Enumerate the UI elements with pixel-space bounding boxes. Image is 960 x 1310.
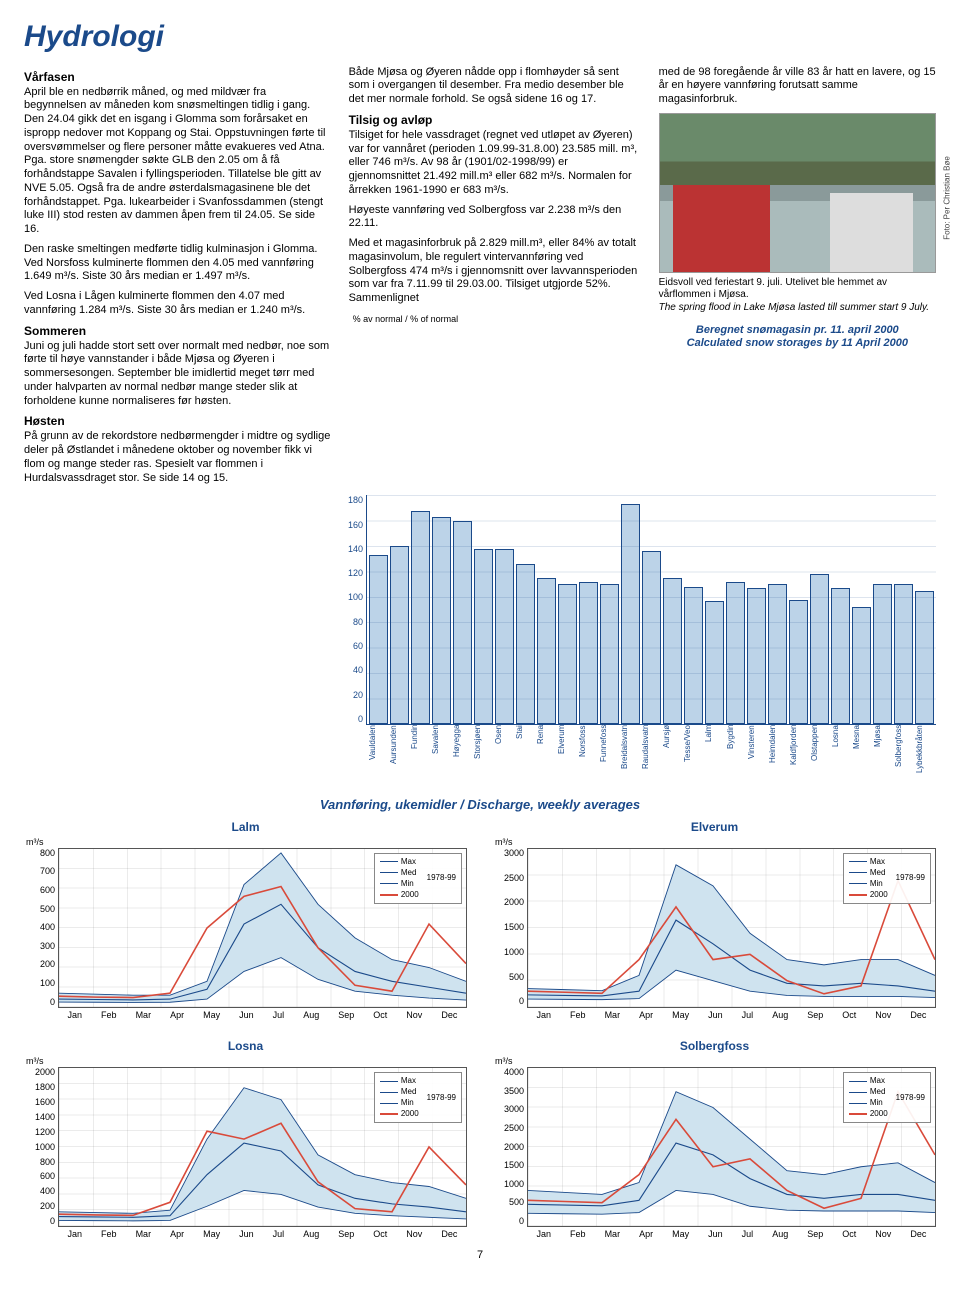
bar-Lalm xyxy=(705,601,724,724)
caption-no: Eidsvoll ved feriestart 9. juli. Utelive… xyxy=(659,277,887,301)
bar-Osen xyxy=(495,549,514,725)
barchart-ylabel: % av normal / % of normal xyxy=(353,314,641,325)
linechart-Lalm: Lalmm³/s8007006005004003002001000MaxMedM… xyxy=(24,820,467,1022)
bar-Tesse/Veo xyxy=(684,587,703,724)
col1-p4: Juni og juli hadde stort sett over norma… xyxy=(24,340,331,409)
col2: Både Mjøsa og Øyeren nådde opp i flomhøy… xyxy=(349,66,641,492)
caption-en: The spring flood in Lake Mjøsa lasted ti… xyxy=(659,302,929,313)
linecharts: Lalmm³/s8007006005004003002001000MaxMedM… xyxy=(24,820,936,1241)
col2-p3: Høyeste vannføring ved Solbergfoss var 2… xyxy=(349,204,641,232)
text-columns: Vårfasen April ble en nedbørrik måned, o… xyxy=(24,66,936,492)
bar-Breidalsvatn xyxy=(621,504,640,724)
photo-credit: Foto: Per Christian Bøe xyxy=(943,156,953,240)
barchart-yaxis: 180160140120100806040200 xyxy=(338,495,366,725)
col1: Vårfasen April ble en nedbørrik måned, o… xyxy=(24,66,331,492)
bar-Bygdin xyxy=(726,582,745,724)
barchart-title: Beregnet snømagasin pr. 11. april 2000 C… xyxy=(659,324,936,350)
bar-Funnefoss xyxy=(600,584,619,724)
bar-Norsfoss xyxy=(579,582,598,724)
bar-Mjøsa xyxy=(873,584,892,724)
bar-Rena xyxy=(537,578,556,724)
bar-Høyegga xyxy=(453,521,472,725)
bar-Mesna xyxy=(852,607,871,724)
bar-Aursjø xyxy=(663,578,682,724)
bar-Fundin xyxy=(411,511,430,725)
discharge-title: Vannføring, ukemidler / Discharge, weekl… xyxy=(24,797,936,813)
col3-p1: med de 98 foregående år ville 83 år hatt… xyxy=(659,66,936,107)
col2-p4: Med et magasinforbruk på 2.829 mill.m³, … xyxy=(349,237,641,306)
bar-Raudalsvatn xyxy=(642,551,661,724)
col1-p2: Den raske smeltingen medførte tidlig kul… xyxy=(24,243,331,284)
col1-h2: Sommeren xyxy=(24,324,331,339)
page-number: 7 xyxy=(24,1249,936,1263)
barchart-xlabels: VauldalenAursundenFundinSavalenHøyeggaSt… xyxy=(366,725,936,783)
bar-Savalen xyxy=(432,517,451,724)
col1-p1: April ble en nedbørrik måned, og med mil… xyxy=(24,86,331,237)
bar-Losna xyxy=(831,588,850,724)
linechart-Elverum: Elverumm³/s300025002000150010005000MaxMe… xyxy=(493,820,936,1022)
col2-p1: Både Mjøsa og Øyeren nådde opp i flomhøy… xyxy=(349,66,641,107)
col1-p3: Ved Losna i Lågen kulminerte flommen den… xyxy=(24,290,331,318)
bar-Vinsteren xyxy=(747,588,766,724)
snow-barchart: % av normal / % of normal xyxy=(349,314,641,325)
bar-Olstappen xyxy=(810,574,829,724)
linechart-Losna: Losnam³/s2000180016001400120010008006004… xyxy=(24,1039,467,1241)
bar-Vauldalen xyxy=(369,555,388,724)
col1-h1: Vårfasen xyxy=(24,70,331,85)
bar-Lybekkbråten xyxy=(915,591,934,725)
bar-Kaldfjorden xyxy=(789,600,808,725)
col2-p2: Tilsiget for hele vassdraget (regnet ved… xyxy=(349,129,641,198)
bar-Aursunden xyxy=(390,546,409,724)
bar-Solbergfoss xyxy=(894,584,913,724)
page-title: Hydrologi xyxy=(24,18,936,56)
photo-eidsvoll xyxy=(659,113,936,273)
barchart-plot: 180160140120100806040200 xyxy=(338,495,936,725)
bar-Storsjøen xyxy=(474,549,493,725)
barchart-bars xyxy=(366,495,936,725)
col1-p5: På grunn av de rekordstore nedbørmengder… xyxy=(24,430,331,485)
col3: med de 98 foregående år ville 83 år hatt… xyxy=(659,66,936,492)
bar-Heimdalen xyxy=(768,584,787,724)
photo-caption: Eidsvoll ved feriestart 9. juli. Utelive… xyxy=(659,277,936,315)
col1-h3: Høsten xyxy=(24,414,331,429)
col2-h1: Tilsig og avløp xyxy=(349,113,641,128)
linechart-Solbergfoss: Solbergfossm³/s4000350030002500200015001… xyxy=(493,1039,936,1241)
bar-Stai xyxy=(516,564,535,724)
bar-Elverum xyxy=(558,584,577,724)
